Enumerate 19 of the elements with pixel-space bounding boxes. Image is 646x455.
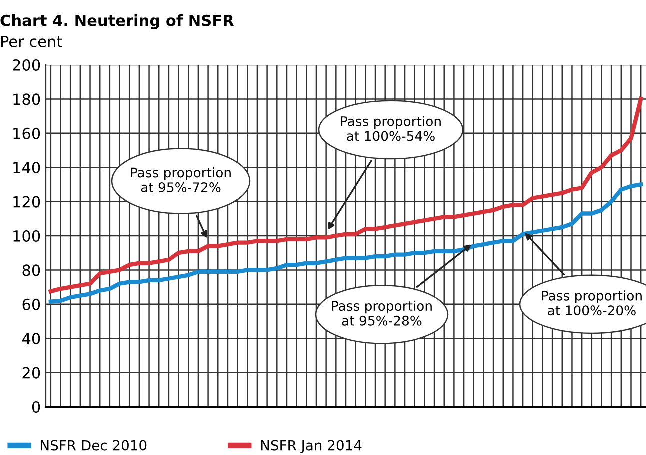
y-tick-label: 200 <box>13 59 40 72</box>
y-tick-label: 60 <box>22 298 40 310</box>
y-tick-label: 120 <box>14 196 40 208</box>
y-axis-title: Per cent <box>2 36 62 48</box>
y-tick-label: 160 <box>14 128 40 140</box>
annotation: Pass proportion at 100%-20% <box>542 290 642 316</box>
y-tick-label: 140 <box>14 162 40 174</box>
y-tick-label: 180 <box>14 94 40 106</box>
annotation: Pass proportion at 95%-28% <box>332 300 432 326</box>
y-tick-label: 80 <box>22 264 40 276</box>
y-tick-label: 0 <box>32 401 40 414</box>
chart-title: Chart 4. Neutering of NSFR <box>0 14 234 30</box>
annotation: Pass proportion at 100%-54% <box>341 116 441 142</box>
y-tick-label: 100 <box>14 230 40 242</box>
y-tick-label: 20 <box>22 367 40 379</box>
y-tick-label: 40 <box>22 333 40 345</box>
legend-label: NSFR Jan 2014 <box>261 440 362 454</box>
legend-label: NSFR Dec 2010 <box>41 440 147 451</box>
annotation: Pass proportion at 95%-72% <box>131 168 231 192</box>
